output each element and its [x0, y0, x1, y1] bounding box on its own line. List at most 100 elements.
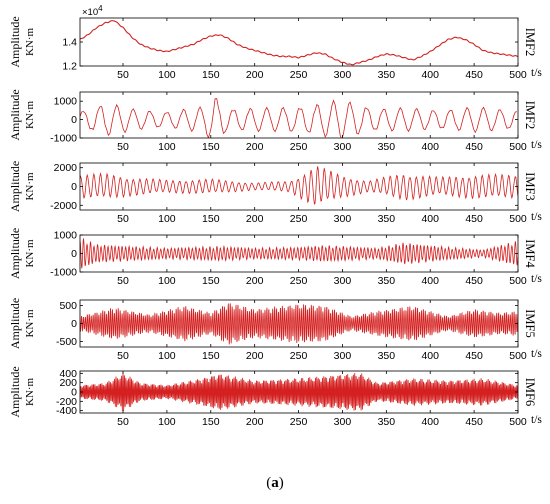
x-tick-label: 150: [202, 275, 220, 287]
x-tick-label: 350: [378, 69, 396, 81]
y-tick-label: -2000: [50, 200, 77, 212]
y-axis-unit-label: KN·m: [24, 378, 36, 407]
x-tick-label: 50: [117, 213, 129, 225]
x-tick-label: 450: [465, 416, 483, 428]
y-tick-label: 500: [59, 300, 77, 312]
imf-component-label: IMF3: [523, 172, 537, 200]
x-tick-label: 150: [202, 213, 220, 225]
imf-panel-1: 50 100 150 200 250 300 350 400 450 500 1.2 1.4 ×104 A…: [8, 4, 542, 81]
x-tick-label: 500: [509, 350, 527, 362]
x-tick-label: 50: [117, 416, 129, 428]
x-tick-label: 200: [246, 141, 264, 153]
x-tick-label: 150: [202, 350, 220, 362]
x-unit-label: t/s: [531, 273, 542, 285]
y-tick-label: -200: [56, 396, 77, 408]
x-tick-label: 400: [421, 69, 439, 81]
x-tick-label: 100: [158, 141, 176, 153]
imf-component-label: IMF2: [523, 101, 537, 129]
y-tick-label: -400: [56, 405, 77, 417]
x-tick-label: 300: [334, 141, 352, 153]
x-tick-label: 500: [509, 416, 527, 428]
y-axis-unit-label: KN·m: [24, 309, 36, 338]
imf-component-label: IMF6: [523, 378, 537, 406]
x-unit-label: t/s: [531, 67, 542, 79]
y-tick-label: 1000: [54, 96, 78, 108]
x-unit-label: t/s: [531, 414, 542, 426]
figure-caption: (a): [266, 475, 284, 491]
x-unit-label: t/s: [531, 211, 542, 223]
x-tick-label: 250: [290, 275, 308, 287]
x-tick-label: 300: [334, 69, 352, 81]
x-tick-label: 450: [465, 69, 483, 81]
imf-signal-line: [80, 372, 518, 411]
imf-component-label: IMF4: [523, 239, 537, 268]
imf-signal-line: [80, 166, 518, 205]
imf-signal-line: [80, 238, 518, 269]
y-tick-label: 0: [71, 114, 77, 126]
y-axis-label: Amplitude: [8, 16, 22, 67]
x-tick-label: 200: [246, 275, 264, 287]
x-unit-label: t/s: [531, 348, 542, 360]
x-tick-label: 350: [378, 350, 396, 362]
y-axis-unit-label: KN·m: [24, 239, 36, 268]
imf-signal-line: [80, 303, 518, 345]
imf-panel-2: 50 100 150 200 250 300 350 400 450 500 -1000 0 1000 A…: [8, 89, 542, 153]
x-tick-label: 400: [421, 350, 439, 362]
x-tick-label: 50: [117, 350, 129, 362]
imf-panel-6: 50 100 150 200 250 300 350 400 450 500-400-200020…: [8, 366, 542, 428]
x-tick-label: 150: [202, 141, 220, 153]
x-tick-label: 500: [509, 213, 527, 225]
x-tick-label: 350: [378, 275, 396, 287]
imf-panel-5: 50 100 150 200 250 300 350 400 450 500 -500 0 500 Amp…: [8, 298, 542, 362]
imf-component-label: IMF2: [523, 28, 537, 56]
x-tick-label: 150: [202, 416, 220, 428]
x-tick-label: 50: [117, 275, 129, 287]
x-tick-label: 100: [158, 416, 176, 428]
caption-letter: a: [271, 475, 279, 491]
x-tick-label: 400: [421, 213, 439, 225]
plot-frame: [79, 17, 519, 67]
x-tick-label: 450: [465, 141, 483, 153]
x-tick-label: 200: [246, 213, 264, 225]
y-tick-label: -500: [56, 336, 77, 348]
y-axis-unit-label: KN·m: [24, 172, 36, 201]
y-axis-label: Amplitude: [8, 298, 22, 349]
y-tick-label: 200: [59, 377, 77, 389]
x-tick-label: 350: [378, 213, 396, 225]
imf-panel-4: 50 100 150 200 250 300 350 400 450 500 -1000 0 1000 A…: [8, 228, 542, 287]
x-tick-label: 100: [158, 69, 176, 81]
y-tick-label: 0: [71, 181, 77, 193]
y-tick-label: 0: [71, 387, 77, 399]
y-axis-label: Amplitude: [8, 228, 22, 279]
x-tick-label: 250: [290, 69, 308, 81]
x-tick-label: 100: [158, 213, 176, 225]
y-axis-label: Amplitude: [8, 366, 22, 417]
x-tick-label: 250: [290, 141, 308, 153]
imf-panel-3: 50 100 150 200 250 300 350 400 450 500 -2000 0 2000 A…: [8, 161, 542, 225]
y-tick-label: -1000: [50, 133, 77, 145]
y-tick-label: 2000: [54, 162, 78, 174]
x-tick-label: 250: [290, 416, 308, 428]
y-tick-label: 1.2: [62, 61, 77, 73]
imf-component-label: IMF5: [523, 309, 537, 337]
x-tick-label: 200: [246, 69, 264, 81]
x-tick-label: 200: [246, 416, 264, 428]
y-tick-label: 0: [71, 318, 77, 330]
y-tick-label: 1000: [54, 230, 78, 242]
x-tick-label: 450: [465, 213, 483, 225]
imf-signal-line: [80, 98, 518, 138]
x-tick-label: 300: [334, 350, 352, 362]
x-tick-label: 200: [246, 350, 264, 362]
y-tick-label: -1000: [50, 267, 77, 279]
y-axis-label: Amplitude: [8, 161, 22, 212]
y-tick-label: 0: [71, 248, 77, 260]
y-axis-label: Amplitude: [8, 89, 22, 140]
x-tick-label: 400: [421, 141, 439, 153]
x-tick-label: 50: [117, 69, 129, 81]
imf-signal-line: [80, 20, 518, 66]
x-tick-label: 350: [378, 141, 396, 153]
y-axis-unit-label: KN·m: [24, 28, 36, 57]
x-tick-label: 300: [334, 416, 352, 428]
x-tick-label: 500: [509, 141, 527, 153]
